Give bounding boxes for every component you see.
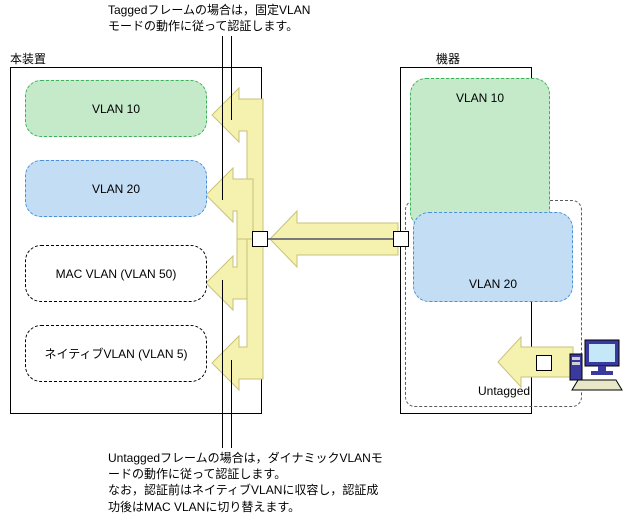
left-device-label: 本装置 [10, 51, 46, 67]
bottom-note: Untaggedフレームの場合は，ダイナミックVLANモ ードの動作に従って認証… [108, 450, 383, 515]
native-vlan-box: ネイティブVLAN (VLAN 5) [25, 325, 207, 382]
leadline-top-2 [222, 36, 223, 200]
right-device-label: 機器 [436, 51, 460, 67]
native-vlan-label: ネイティブVLAN (VLAN 5) [44, 345, 187, 362]
leadline-bottom-1 [231, 360, 232, 448]
vlan10-left: VLAN 10 [25, 80, 207, 137]
leadline-top-1 [231, 36, 232, 120]
vlan20-left: VLAN 20 [25, 160, 207, 217]
vlan10-left-label: VLAN 10 [92, 102, 140, 116]
connector-line [266, 238, 393, 240]
vlan10-right-label: VLAN 10 [456, 91, 504, 105]
vlan10-right: VLAN 10 [410, 78, 550, 228]
port-right [393, 231, 409, 247]
untagged-label: Untagged [478, 383, 530, 399]
port-left [252, 231, 268, 247]
leadline-bottom-2 [222, 280, 223, 448]
port-pc [536, 355, 552, 371]
diagram-canvas: Taggedフレームの場合は，固定VLAN モードの動作に従って認証します。 本… [0, 0, 631, 525]
vlan20-left-label: VLAN 20 [92, 182, 140, 196]
vlan20-right: VLAN 20 [413, 212, 573, 302]
top-note: Taggedフレームの場合は，固定VLAN モードの動作に従って認証します。 [108, 2, 310, 34]
vlan20-right-label: VLAN 20 [469, 277, 517, 291]
mac-vlan-label: MAC VLAN (VLAN 50) [56, 267, 177, 281]
mac-vlan-box: MAC VLAN (VLAN 50) [25, 245, 207, 302]
pc-icon [568, 332, 624, 392]
